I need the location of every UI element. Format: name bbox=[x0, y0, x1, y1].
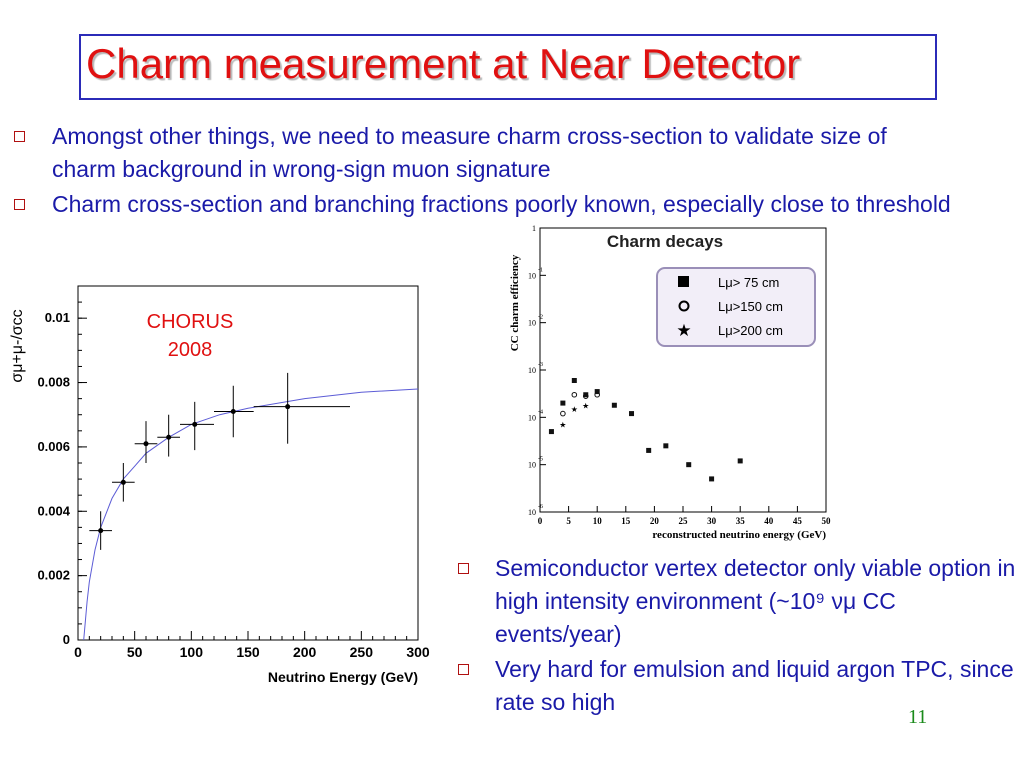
data-point bbox=[166, 434, 172, 440]
x-tick-label: 250 bbox=[350, 644, 374, 660]
x-tick-label: 200 bbox=[293, 644, 317, 660]
chart-title: Charm decays bbox=[607, 232, 723, 251]
x-tick-label: 20 bbox=[650, 516, 660, 526]
data-point bbox=[98, 528, 104, 534]
data-point-square bbox=[663, 443, 669, 449]
bullet-text: Amongst other things, we need to measure… bbox=[52, 123, 887, 182]
x-axis-label: reconstructed neutrino energy (GeV) bbox=[652, 529, 826, 541]
data-point-square bbox=[594, 389, 600, 395]
data-point-circle bbox=[560, 410, 566, 417]
legend-label: Lμ> 75 cm bbox=[718, 275, 779, 290]
data-point-square bbox=[560, 400, 566, 406]
data-point-circle bbox=[594, 391, 600, 398]
legend-box bbox=[656, 267, 816, 347]
legend-marker-square bbox=[678, 276, 689, 287]
y-axis-label: CC charm efficiency bbox=[509, 254, 521, 351]
data-point bbox=[192, 421, 198, 427]
y-tick-exponent: -4 bbox=[538, 409, 543, 415]
y-tick-exponent: -5 bbox=[538, 457, 543, 463]
bullet-text: Charm cross-section and branching fracti… bbox=[52, 191, 951, 217]
data-point-star: ★ bbox=[571, 405, 578, 414]
y-tick-label: 10 bbox=[528, 508, 536, 517]
y-tick-label: 0.006 bbox=[37, 439, 70, 454]
bullet-item: Very hard for emulsion and liquid argon … bbox=[458, 653, 1018, 719]
bullet-square-icon bbox=[14, 199, 25, 210]
data-point bbox=[120, 479, 126, 485]
x-tick-label: 40 bbox=[764, 516, 774, 526]
bullet-text: Semiconductor vertex detector only viabl… bbox=[495, 555, 1016, 647]
data-point-square bbox=[583, 392, 589, 398]
bullet-text: Very hard for emulsion and liquid argon … bbox=[495, 656, 1014, 715]
charm-decays-chart: 0 5 10 15 20 25 30 35 40 45 50110-110-210-310-410-… bbox=[509, 224, 832, 541]
bullet-square-icon bbox=[458, 664, 469, 675]
x-tick-label: 100 bbox=[180, 644, 204, 660]
y-tick-exponent: -1 bbox=[538, 267, 543, 273]
data-point-star: ★ bbox=[582, 401, 589, 410]
x-tick-label: 150 bbox=[236, 644, 260, 660]
y-tick-exponent: -6 bbox=[538, 504, 543, 510]
data-point-square bbox=[737, 458, 743, 464]
x-tick-label: 5 bbox=[566, 516, 571, 526]
chorus-chart: 0 50 100 150 200 250 300 0 0.002 0.004 0.006 0.008 0… bbox=[9, 285, 430, 685]
y-tick-label: 10 bbox=[528, 319, 536, 328]
y-tick-label: 10 bbox=[528, 366, 536, 375]
data-point bbox=[143, 441, 149, 447]
y-tick-label: 10 bbox=[528, 271, 536, 280]
x-tick-label: 25 bbox=[679, 516, 689, 526]
bullet-list-bottom: Semiconductor vertex detector only viabl… bbox=[458, 552, 1018, 719]
data-point-square bbox=[646, 447, 652, 453]
chart-annotation: 2008 bbox=[168, 339, 213, 361]
y-tick-label: 10 bbox=[528, 413, 536, 422]
bullet-square-icon bbox=[458, 563, 469, 574]
y-tick-label: 0.008 bbox=[37, 375, 70, 390]
x-tick-label: 0 bbox=[74, 644, 82, 660]
x-tick-label: 35 bbox=[736, 516, 746, 526]
fit-curve bbox=[83, 388, 419, 641]
data-point-square bbox=[611, 402, 617, 408]
legend-label: Lμ>150 cm bbox=[718, 299, 783, 314]
y-axis-label: σμ+μ-/σcc bbox=[9, 309, 26, 382]
x-tick-label: 30 bbox=[707, 516, 717, 526]
plot-frame bbox=[77, 285, 419, 641]
bullet-item: Charm cross-section and branching fracti… bbox=[14, 188, 954, 221]
bullet-item: Semiconductor vertex detector only viabl… bbox=[458, 552, 1018, 651]
x-tick-label: 50 bbox=[822, 516, 832, 526]
bullet-item: Amongst other things, we need to measure… bbox=[14, 120, 954, 186]
y-tick-label: 0.01 bbox=[45, 310, 70, 325]
y-tick-label: 1 bbox=[532, 224, 536, 233]
data-point-star: ★ bbox=[559, 421, 566, 430]
data-point-square bbox=[571, 378, 577, 384]
y-tick-exponent: -2 bbox=[538, 315, 543, 321]
data-point bbox=[230, 409, 236, 415]
data-point-square bbox=[548, 429, 554, 435]
x-tick-label: 50 bbox=[127, 644, 143, 660]
legend-marker-star: ★ bbox=[676, 321, 691, 340]
x-tick-label: 10 bbox=[593, 516, 603, 526]
data-point-square bbox=[686, 462, 692, 468]
x-tick-label: 45 bbox=[793, 516, 803, 526]
data-point bbox=[285, 404, 291, 410]
data-point-square bbox=[629, 411, 635, 417]
y-tick-label: 0.004 bbox=[37, 503, 70, 518]
x-tick-label: 0 bbox=[538, 516, 543, 526]
data-point-square bbox=[709, 476, 715, 482]
y-tick-label: 0.002 bbox=[37, 568, 70, 583]
y-tick-label: 10 bbox=[528, 461, 536, 470]
data-point-circle bbox=[582, 393, 589, 399]
y-tick-exponent: -3 bbox=[538, 362, 543, 368]
legend-label: Lμ>200 cm bbox=[718, 323, 783, 338]
x-axis-label: Neutrino Energy (GeV) bbox=[268, 669, 418, 685]
y-tick-label: 0 bbox=[63, 632, 70, 647]
x-tick-label: 15 bbox=[621, 516, 631, 526]
chart-annotation: CHORUS bbox=[147, 311, 234, 333]
data-point-circle bbox=[571, 391, 578, 398]
legend-marker-circle bbox=[678, 300, 690, 312]
slide-title: Charm measurement at Near Detector bbox=[86, 40, 801, 87]
slide-number: 11 bbox=[908, 706, 928, 728]
x-tick-label: 300 bbox=[406, 644, 430, 660]
title-frame bbox=[79, 34, 937, 100]
bullet-square-icon bbox=[14, 131, 25, 142]
bullet-list-top: Amongst other things, we need to measure… bbox=[14, 120, 954, 221]
